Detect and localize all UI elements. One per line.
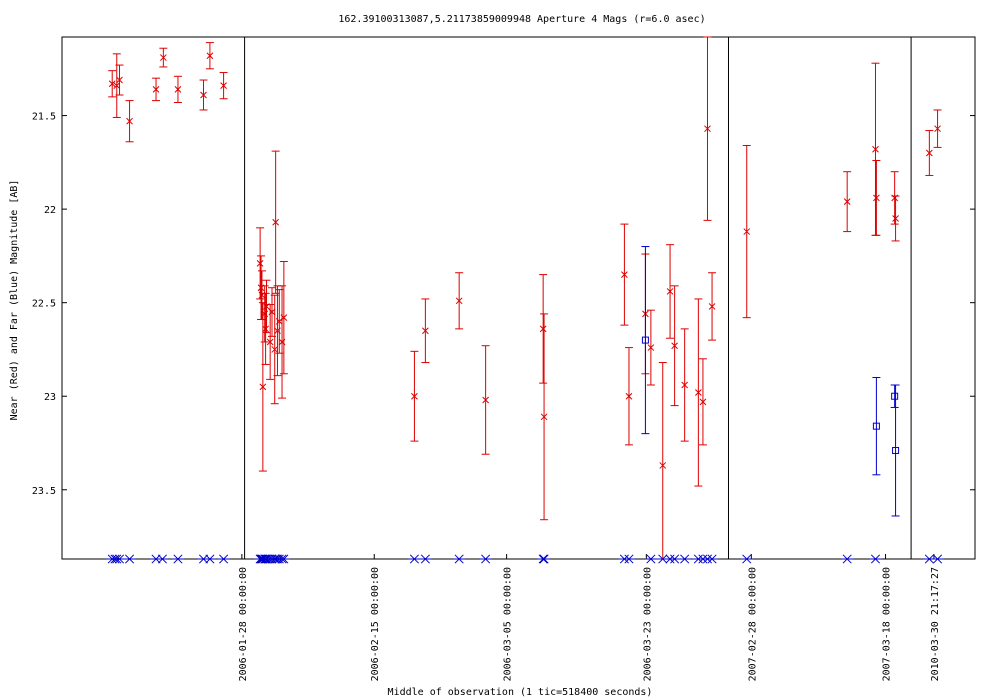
bottom-marker [841,554,854,564]
data-point-near [152,86,160,93]
bottom-marker [706,554,719,564]
data-point-near [275,318,283,325]
bottom-marker [419,554,432,564]
y-tick-label: 23 [44,392,56,403]
data-point-near [159,54,167,61]
data-point-near [422,327,429,335]
data-point-near [625,392,633,400]
x-axis-label: Middle of observation (1 tic=518400 seco… [388,687,653,698]
data-point-near [873,194,880,202]
data-point-near [671,342,678,350]
x-tick-label: 2007-02-28 00:00:00 [747,567,758,681]
y-axis-label: Near (Red) and Far (Blue) Magnitude [AB] [9,180,20,421]
data-point-near [934,125,941,133]
data-point-near [681,381,689,389]
data-point-near [271,346,279,353]
bottom-marker [217,554,230,564]
bottom-marker [408,554,421,564]
bottom-marker [123,554,136,564]
bottom-marker [622,554,635,564]
bottom-marker [644,554,657,564]
data-point-near [482,396,489,404]
bottom-marker [479,554,492,564]
plot-frame [61,36,976,560]
data-point-near [262,325,269,333]
y-tick-label: 22.5 [32,299,56,310]
data-point-near [272,218,279,226]
data-point-far [872,422,880,430]
data-point-near [220,82,227,89]
bottom-marker [740,554,753,564]
data-point-near [699,398,707,406]
data-point-near [539,325,547,333]
data-point-near [206,52,214,60]
bottom-marker [869,554,882,564]
data-point-near [704,125,711,133]
x-tick-label: 2006-01-28 00:00:00 [238,567,249,681]
data-point-far [892,446,900,454]
data-point-near [872,145,879,153]
plot-area: 21.5 22 22.5 23 23.5 2006-01-28 00:00:00 2006-… [32,36,976,681]
data-point-near [108,80,116,88]
data-point-near [411,392,418,400]
x-tick-label: 2006-02-15 00:00:00 [370,567,381,681]
y-tick-label: 23.5 [32,486,56,497]
data-point-near [266,338,274,346]
data-point-near [666,288,674,295]
data-point-near [256,260,264,267]
data-point-near [174,86,182,93]
x-tick-label: 2006-03-05 00:00:00 [503,567,514,681]
x-tick-label: 2006-03-23 00:00:00 [642,567,653,681]
data-point-near [113,82,121,89]
bottom-marker [277,554,290,564]
bottom-marker [668,554,681,564]
data-point-near [659,462,667,469]
data-point-near [892,215,899,222]
data-point-far [641,336,649,344]
data-point-near [455,297,463,305]
data-point-near [743,228,751,235]
data-point-near [695,389,702,396]
data-point-near [621,271,628,278]
bottom-marker [538,554,551,564]
data-point-near [647,344,655,351]
data-point-near [843,198,851,205]
data-point-far [891,392,899,400]
bottom-marker [171,554,184,564]
y-tick-label: 21.5 [32,112,56,123]
data-point-near [280,314,288,321]
data-point-near [126,117,133,125]
bottom-marker [678,554,691,564]
data-point-near [259,383,267,391]
data-point-near [708,303,716,310]
x-tick-label: 2010-03-30 21:17:27 [930,567,941,681]
bottom-marker [113,554,126,564]
data-point-near [200,91,207,99]
data-point-near [268,308,276,316]
x-tick-label: 2007-03-18 00:00:00 [882,567,893,681]
data-point-near [116,76,123,84]
bottom-marker [203,554,216,564]
bottom-marker [156,554,169,564]
bottom-marker [453,554,466,564]
bottom-marker [931,554,944,564]
y-tick-label: 22 [44,205,56,216]
data-point-near [925,149,933,157]
chart-title: 162.39100313087,5.21173859009948 Apertur… [338,14,705,25]
data-point-near [540,413,548,421]
